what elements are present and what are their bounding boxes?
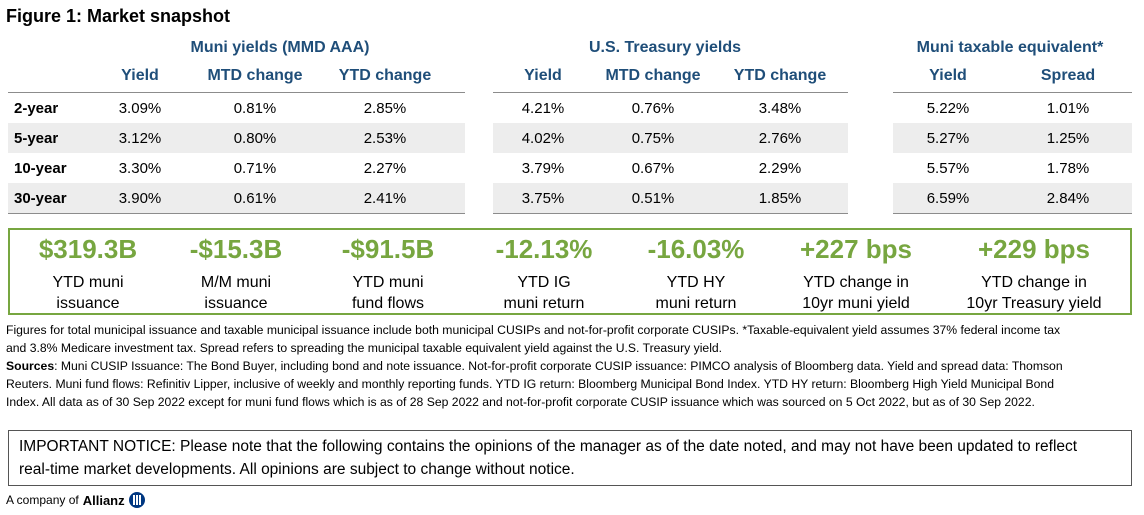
cell-2y-muni-yield: 3.09% — [118, 100, 162, 117]
footer: A company of Allianz — [6, 492, 145, 508]
kpi-label-ig-return: YTD IG muni return — [503, 274, 585, 312]
important-notice: IMPORTANT NOTICE: Please note that the f… — [8, 430, 1132, 486]
kpi-label-mm-issuance: M/M muni issuance — [200, 274, 272, 312]
sources-line-3: Index. All data as of 30 Sep 2022 except… — [6, 395, 1035, 409]
cell-10y-taxable-yield: 5.57% — [926, 160, 970, 177]
sources-line-2: Reuters. Muni fund flows: Refinitiv Lipp… — [6, 377, 1054, 391]
cell-10y-muni-ytd: 2.27% — [363, 160, 407, 177]
group-header-taxable-equivalent: Muni taxable equivalent* — [916, 39, 1104, 56]
cell-2y-taxable-spread: 1.01% — [1046, 100, 1090, 117]
kpi-value-ytd-issuance: $319.3B — [38, 234, 138, 264]
col-header-muni-mtd: MTD change — [207, 67, 303, 84]
cell-10y-treasury-yield: 3.79% — [521, 160, 565, 177]
kpi-label-hy-return: YTD HY muni return — [655, 274, 737, 312]
cell-10y-treasury-mtd: 0.67% — [631, 160, 675, 177]
cell-30y-taxable-spread: 2.84% — [1046, 190, 1090, 207]
kpi-value-fund-flows: -$91.5B — [341, 234, 435, 264]
row-shade-taxable-3 — [893, 183, 1132, 213]
kpi-value-treasury-yield-change: +229 bps — [977, 234, 1090, 264]
cell-10y-muni-yield: 3.30% — [118, 160, 162, 177]
footnote-line-2: and 3.8% Medicare investment tax. Spread… — [6, 341, 723, 355]
col-header-treasury-yield: Yield — [524, 67, 562, 84]
notice-line-1: IMPORTANT NOTICE: Please note that the f… — [19, 438, 1078, 455]
kpi-value-hy-return: -16.03% — [647, 234, 745, 264]
cell-30y-muni-ytd: 2.41% — [363, 190, 407, 207]
row-shade-treasury-3 — [493, 183, 848, 213]
cell-5y-treasury-ytd: 2.76% — [758, 130, 802, 147]
cell-30y-taxable-yield: 6.59% — [926, 190, 970, 207]
cell-5y-treasury-mtd: 0.75% — [631, 130, 675, 147]
col-header-taxable-yield: Yield — [929, 67, 967, 84]
cell-30y-treasury-ytd: 1.85% — [758, 190, 802, 207]
kpi-value-ig-return: -12.13% — [495, 234, 593, 264]
cell-30y-muni-yield: 3.90% — [118, 190, 162, 207]
kpi-label-treasury-yield-change: YTD change in 10yr Treasury yield — [966, 274, 1102, 312]
row-label-2-year: 2-year — [14, 100, 59, 117]
cell-30y-treasury-yield: 3.75% — [521, 190, 565, 207]
cell-2y-treasury-mtd: 0.76% — [631, 100, 675, 117]
col-header-muni-ytd: YTD change — [338, 67, 432, 84]
header-rule-treasury — [493, 92, 848, 93]
footnote-line-1: Figures for total municipal issuance and… — [6, 323, 1061, 337]
bottom-rule-taxable — [893, 213, 1132, 214]
cell-10y-muni-mtd: 0.71% — [233, 160, 277, 177]
col-header-treasury-ytd: YTD change — [733, 67, 827, 84]
group-header-treasury-yields: U.S. Treasury yields — [588, 39, 742, 56]
notice-line-2: real-time market developments. All opini… — [19, 461, 575, 478]
cell-30y-muni-mtd: 0.61% — [233, 190, 277, 207]
kpi-label-fund-flows: YTD muni fund flows — [351, 274, 425, 312]
sources-line-1: Sources: Muni CUSIP Issuance: The Bond B… — [6, 359, 1063, 373]
cell-30y-treasury-mtd: 0.51% — [631, 190, 675, 207]
group-header-muni-yields: Muni yields (MMD AAA) — [190, 39, 370, 56]
cell-10y-treasury-ytd: 2.29% — [758, 160, 802, 177]
kpi-panel: $319.3B YTD muni issuance -$15.3B M/M mun… — [8, 228, 1132, 315]
footer-brand: Allianz — [82, 492, 125, 508]
bottom-rule-treasury — [493, 213, 848, 214]
row-shade-muni-3 — [8, 183, 465, 213]
row-label-10-year: 10-year — [14, 160, 67, 177]
cell-2y-treasury-yield: 4.21% — [521, 100, 565, 117]
kpi-label-ytd-issuance: YTD muni issuance — [52, 274, 124, 312]
cell-2y-taxable-yield: 5.22% — [926, 100, 970, 117]
figure-title: Figure 1: Market snapshot — [6, 6, 231, 26]
cell-5y-muni-mtd: 0.80% — [233, 130, 277, 147]
row-label-30-year: 30-year — [14, 190, 67, 207]
header-rule-taxable — [893, 92, 1132, 93]
cell-2y-muni-ytd: 2.85% — [363, 100, 407, 117]
allianz-logo-icon — [128, 492, 145, 508]
row-shade-muni-1 — [8, 123, 465, 153]
cell-5y-treasury-yield: 4.02% — [521, 130, 565, 147]
cell-5y-taxable-yield: 5.27% — [926, 130, 970, 147]
kpi-value-mm-issuance: -$15.3B — [189, 234, 283, 264]
cell-2y-muni-mtd: 0.81% — [233, 100, 277, 117]
cell-5y-muni-ytd: 2.53% — [363, 130, 407, 147]
cell-5y-muni-yield: 3.12% — [118, 130, 162, 147]
sources-label: Sources — [6, 359, 55, 373]
col-header-taxable-spread: Spread — [1040, 67, 1096, 84]
col-header-muni-yield: Yield — [121, 67, 159, 84]
cell-5y-taxable-spread: 1.25% — [1046, 130, 1090, 147]
header-rule-muni — [8, 92, 465, 93]
col-header-treasury-mtd: MTD change — [605, 67, 701, 84]
row-shade-taxable-1 — [893, 123, 1132, 153]
cell-2y-treasury-ytd: 3.48% — [758, 100, 802, 117]
bottom-rule-muni — [8, 213, 465, 214]
kpi-value-muni-yield-change: +227 bps — [799, 234, 912, 264]
cell-10y-taxable-spread: 1.78% — [1046, 160, 1090, 177]
kpi-label-muni-yield-change: YTD change in 10yr muni yield — [802, 274, 910, 312]
row-shade-treasury-1 — [493, 123, 848, 153]
footer-prefix: A company of — [6, 493, 79, 507]
row-label-5-year: 5-year — [14, 130, 59, 147]
